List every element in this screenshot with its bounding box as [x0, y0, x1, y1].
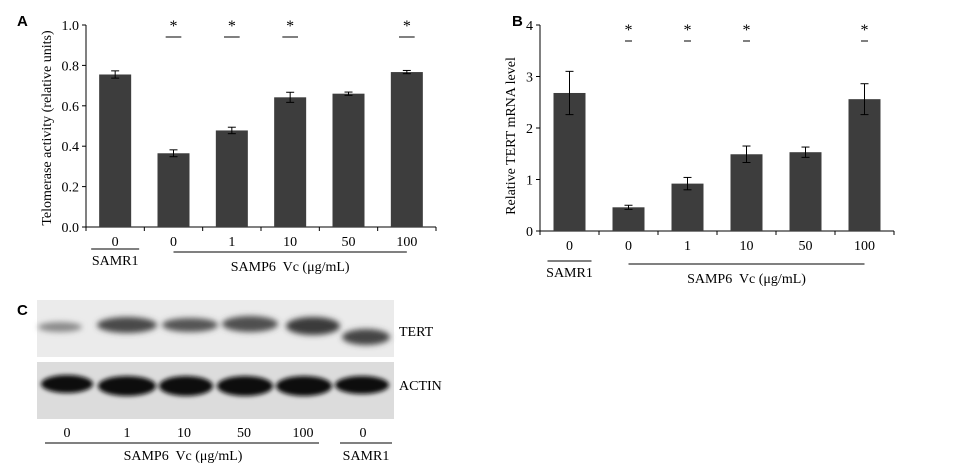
actin-band	[98, 376, 156, 396]
y-tick-label: 4	[526, 19, 533, 34]
x-tick-label: 0	[625, 239, 632, 254]
lane-labels: 0 1 10 50 100 0	[64, 426, 367, 441]
actin-band	[41, 375, 93, 393]
y-tick-label: 3	[526, 71, 533, 86]
bars-b	[553, 70, 881, 231]
x-tick-labels-b: 0 0 1 10 50 100	[566, 239, 875, 254]
tert-band	[222, 316, 278, 332]
bar	[848, 99, 881, 231]
bar	[789, 152, 822, 231]
bar	[730, 154, 763, 231]
group-label-samr1: SAMR1	[92, 254, 139, 269]
panel-letter-b: B	[512, 13, 523, 30]
tert-band	[286, 317, 340, 335]
significance-star: *	[228, 18, 236, 35]
blot-strip-actin	[37, 362, 394, 419]
y-tick-label: 2	[526, 122, 533, 137]
y-tick-label: 0.8	[62, 59, 80, 74]
x-tick-label: 0	[112, 235, 119, 250]
significance-a: * * * *	[165, 18, 415, 38]
actin-band	[217, 376, 273, 396]
significance-star: *	[625, 22, 633, 39]
bar	[553, 92, 586, 231]
x-tick-label: 0	[566, 239, 573, 254]
western-blot: C TERT ACTIN 0 1 10 50 100 0 SAMP6 Vc (μg/mL)…	[17, 300, 442, 464]
bar	[390, 72, 423, 227]
y-axis-title-a: Telomerase activity (relative units)	[40, 30, 55, 226]
bar	[157, 153, 190, 227]
significance-star: *	[286, 18, 294, 35]
y-tick-label: 0.6	[62, 100, 80, 115]
actin-band	[159, 376, 213, 396]
x-tick-label: 1	[228, 235, 235, 250]
y-tick-label: 0.2	[62, 181, 80, 196]
x-tick-labels-a: 0 0 1 10 50 100	[112, 235, 418, 250]
group-label-samp6: SAMP6 Vc (μg/mL)	[124, 449, 243, 464]
tert-band	[162, 318, 218, 332]
x-tick-label: 1	[684, 239, 691, 254]
bar	[332, 93, 365, 228]
lane-label: 50	[237, 426, 251, 441]
x-tick-label: 50	[799, 239, 813, 254]
group-label-samp6: SAMP6 Vc (μg/mL)	[687, 272, 806, 287]
tert-band	[342, 329, 390, 345]
significance-star: *	[403, 18, 411, 35]
axes-b: 0 1 2 3 4	[526, 19, 895, 240]
bar	[612, 207, 645, 231]
lane-label: 0	[64, 426, 71, 441]
group-labels-a: SAMR1 SAMP6 Vc (μg/mL)	[91, 248, 407, 275]
lane-label: 100	[293, 426, 314, 441]
bar	[274, 97, 307, 227]
tert-bands	[38, 316, 390, 345]
y-tick-label: 1.0	[62, 19, 80, 34]
group-label-samr1: SAMR1	[546, 266, 593, 281]
significance-star: *	[684, 22, 692, 39]
tert-band	[38, 322, 82, 332]
y-tick-label: 1	[526, 174, 533, 189]
x-tick-label: 0	[170, 235, 177, 250]
significance-star: *	[170, 18, 178, 35]
lane-label: 10	[177, 426, 191, 441]
significance-star: *	[743, 22, 751, 39]
x-tick-label: 10	[740, 239, 754, 254]
significance-star: *	[861, 22, 869, 39]
lane-label: 0	[360, 426, 367, 441]
band-label-tert: TERT	[399, 325, 434, 340]
actin-bands	[41, 375, 389, 396]
actin-band	[276, 376, 332, 396]
chart-a: A Telomerase activity (relative units) 0…	[17, 13, 437, 275]
group-label-samr1: SAMR1	[343, 449, 390, 464]
blot-strip-tert	[37, 300, 394, 357]
bar	[99, 74, 132, 228]
y-tick-label: 0.4	[62, 140, 80, 155]
tert-band	[97, 317, 157, 333]
x-tick-label: 100	[396, 235, 417, 250]
x-tick-label: 50	[342, 235, 356, 250]
y-tick-label: 0	[526, 225, 533, 240]
group-label-samp6: SAMP6 Vc (μg/mL)	[231, 260, 350, 275]
band-label-actin: ACTIN	[399, 379, 442, 394]
panel-letter-c: C	[17, 302, 28, 319]
y-axis-title-b: Relative TERT mRNA level	[504, 57, 519, 215]
bars-a	[99, 69, 423, 228]
y-tick-label: 0.0	[62, 221, 80, 236]
axes-a: 0.0 0.2 0.4 0.6 0.8 1.0	[62, 19, 437, 236]
actin-band	[335, 376, 389, 394]
lane-label: 1	[124, 426, 131, 441]
group-labels-b: SAMR1 SAMP6 Vc (μg/mL)	[546, 260, 865, 287]
panel-letter-a: A	[17, 13, 28, 30]
x-tick-label: 100	[854, 239, 875, 254]
significance-b: * * * *	[625, 22, 869, 42]
bar	[215, 130, 248, 227]
x-tick-label: 10	[283, 235, 297, 250]
bar	[671, 183, 704, 231]
